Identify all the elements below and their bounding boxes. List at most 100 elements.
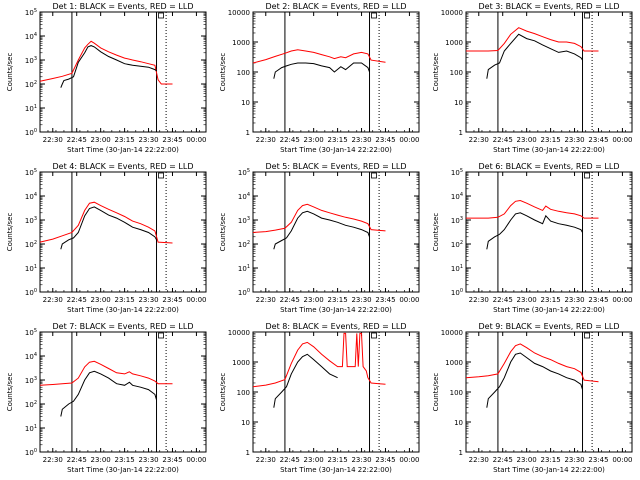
series-red-lld [252, 203, 386, 233]
x-tick-label: 23:30 [351, 456, 371, 464]
y-tick-base: 10 [25, 193, 34, 201]
y-tick-label: 10000 [228, 329, 250, 337]
x-axis-label: Start Time (30-Jan-14 22:22:00) [493, 146, 605, 154]
y-tick-label: 10000 [228, 9, 250, 17]
y-tick-exponent: 2 [34, 400, 37, 406]
x-tick-label: 23:00 [517, 296, 537, 304]
y-tick-base: 10 [25, 217, 34, 225]
y-axis-label: Counts/sec [432, 213, 440, 252]
x-tick-label: 22:30 [43, 296, 63, 304]
y-tick-exponent: 0 [460, 288, 463, 294]
y-tick-exponent: 0 [34, 448, 37, 454]
x-tick-label: 22:30 [43, 136, 63, 144]
y-tick-label: 105 [451, 168, 463, 177]
y-tick-label: 100 [238, 288, 250, 297]
y-tick-base: 10 [238, 217, 247, 225]
y-tick-label: 10000 [441, 9, 463, 17]
y-tick-exponent: 2 [34, 80, 37, 86]
x-tick-label: 23:00 [517, 136, 537, 144]
series-black-events [273, 353, 338, 408]
x-tick-label: 22:45 [493, 456, 513, 464]
series-black-events [486, 212, 583, 250]
y-tick-exponent: 5 [34, 328, 37, 334]
y-tick-label: 101 [451, 264, 463, 273]
y-tick-exponent: 3 [460, 216, 463, 222]
x-tick-label: 23:00 [91, 456, 111, 464]
panel-det-1: Det 1: BLACK = Events, RED = LLD 22:30 22:… [6, 2, 207, 154]
x-tick-label: 23:45 [375, 296, 395, 304]
panel-det-4: Det 4: BLACK = Events, RED = LLD 22:30 22:… [6, 162, 207, 314]
x-tick-label: 23:45 [375, 456, 395, 464]
panel-title: Det 5: BLACK = Events, RED = LLD [266, 162, 407, 171]
y-tick-label: 103 [451, 216, 463, 225]
x-tick-label: 23:15 [328, 136, 348, 144]
y-tick-label: 100 [25, 288, 37, 297]
y-tick-base: 10 [25, 425, 34, 433]
series-black-events [60, 45, 157, 88]
x-tick-label: 23:15 [115, 136, 135, 144]
y-tick-base: 10 [451, 241, 460, 249]
y-tick-exponent: 1 [34, 424, 37, 430]
y-tick-label: 100 [25, 448, 37, 457]
y-tick-base: 10 [451, 169, 460, 177]
y-tick-base: 10 [238, 193, 247, 201]
y-tick-base: 10 [25, 449, 34, 457]
y-tick-base: 10 [25, 129, 34, 137]
y-tick-base: 10 [25, 329, 34, 337]
x-tick-label: 23:00 [91, 296, 111, 304]
y-tick-label: 101 [25, 104, 37, 113]
y-tick-label: 104 [25, 32, 37, 41]
y-tick-label: 1 [246, 449, 250, 457]
series-red-lld [466, 27, 599, 52]
x-axis-label: Start Time (30-Jan-14 22:22:00) [280, 306, 392, 314]
flag-marker [584, 332, 590, 339]
flag-marker [158, 12, 164, 19]
y-tick-label: 103 [238, 216, 250, 225]
x-tick-label: 23:15 [328, 296, 348, 304]
x-tick-label: 23:45 [588, 296, 608, 304]
panel-det-8: Det 8: BLACK = Events, RED = LLD 22:30 22:… [219, 322, 420, 474]
x-tick-label: 22:30 [469, 296, 489, 304]
y-tick-exponent: 1 [34, 104, 37, 110]
y-tick-label: 105 [25, 328, 37, 337]
y-tick-base: 10 [25, 241, 34, 249]
x-tick-label: 22:30 [469, 456, 489, 464]
y-tick-label: 100 [450, 69, 463, 77]
y-tick-exponent: 2 [460, 240, 463, 246]
y-tick-label: 102 [238, 240, 250, 249]
y-tick-exponent: 1 [460, 264, 463, 270]
x-tick-label: 23:45 [375, 136, 395, 144]
y-tick-exponent: 5 [460, 168, 463, 174]
y-tick-label: 100 [450, 389, 463, 397]
panel-title: Det 7: BLACK = Events, RED = LLD [53, 322, 194, 331]
y-tick-label: 100 [25, 128, 37, 137]
y-tick-label: 1000 [445, 39, 463, 47]
y-tick-label: 1 [246, 129, 250, 137]
panel-title: Det 3: BLACK = Events, RED = LLD [479, 2, 620, 11]
y-tick-label: 101 [238, 264, 250, 273]
series-black-events [273, 210, 370, 250]
x-axis-label: Start Time (30-Jan-14 22:22:00) [67, 466, 179, 474]
x-axis-label: Start Time (30-Jan-14 22:22:00) [493, 466, 605, 474]
y-tick-exponent: 0 [34, 288, 37, 294]
x-tick-label: 00:00 [399, 296, 419, 304]
y-tick-label: 105 [238, 168, 250, 177]
panel-det-5: Det 5: BLACK = Events, RED = LLD 22:30 22:… [219, 162, 420, 314]
series-red-lld [39, 360, 173, 386]
y-tick-base: 10 [451, 289, 460, 297]
plot-frame [465, 11, 633, 133]
panel-title: Det 9: BLACK = Events, RED = LLD [479, 322, 620, 331]
x-axis-label: Start Time (30-Jan-14 22:22:00) [280, 146, 392, 154]
y-tick-exponent: 0 [247, 288, 250, 294]
x-tick-label: 22:30 [469, 136, 489, 144]
y-tick-label: 102 [25, 80, 37, 89]
plot-frame [39, 11, 207, 133]
series-black-events [273, 62, 370, 79]
y-tick-base: 10 [25, 81, 34, 89]
y-tick-label: 105 [25, 8, 37, 17]
x-axis-label: Start Time (30-Jan-14 22:22:00) [67, 146, 179, 154]
x-tick-label: 22:45 [493, 296, 513, 304]
x-tick-label: 22:45 [280, 136, 300, 144]
y-tick-exponent: 3 [34, 56, 37, 62]
